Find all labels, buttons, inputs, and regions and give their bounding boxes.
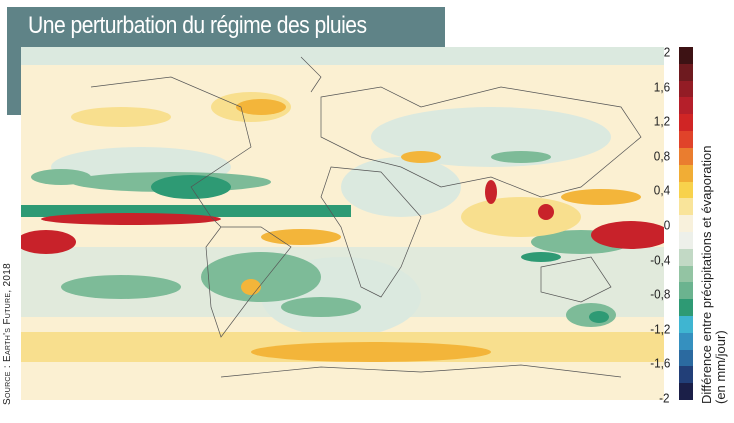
color-scale-step [679, 181, 693, 199]
color-scale-label-line1: Différence entre précipitations et évapo… [699, 145, 714, 404]
color-scale-step [679, 131, 693, 148]
color-scale-step [679, 332, 693, 350]
color-scale-tick: -1,2 [649, 321, 670, 337]
color-scale-tick: 1,6 [653, 79, 670, 95]
color-scale-step [679, 47, 693, 64]
color-scale-step [679, 282, 693, 300]
color-scale-step [679, 383, 693, 401]
source-credit: Source : Earth's Future, 2018 [2, 263, 13, 405]
title-banner [7, 7, 445, 47]
color-scale-step [679, 80, 693, 98]
color-scale-step [679, 231, 693, 249]
wet-strong-zones [21, 180, 664, 254]
color-scale-label: Différence entre précipitations et évapo… [699, 44, 728, 404]
color-scale-tick: 1,2 [653, 113, 670, 129]
color-scale-step [679, 63, 693, 81]
page-title: Une perturbation du régime des pluies [28, 12, 367, 39]
color-scale-step [679, 366, 693, 384]
color-scale-tick: 2 [663, 44, 670, 60]
color-scale-tick: -0,8 [649, 286, 670, 302]
color-scale-step [679, 299, 693, 316]
color-scale-step [679, 316, 693, 333]
color-scale-step [679, 164, 693, 182]
title-banner-edge [7, 47, 21, 115]
color-scale-tick: -1,6 [649, 355, 670, 371]
color-scale-step [679, 349, 693, 367]
color-scale-tick: -2 [659, 390, 670, 406]
color-scale-step [679, 97, 693, 115]
color-scale-step [679, 147, 693, 165]
wet-zones [236, 99, 641, 362]
color-scale-step [679, 265, 693, 283]
color-scale-tick: 0,4 [653, 182, 670, 198]
world-map [21, 47, 664, 400]
coastlines [90, 56, 642, 378]
color-scale-step [679, 198, 693, 216]
color-scale-bar [679, 47, 693, 401]
color-scale-tick: -0,4 [649, 252, 670, 268]
color-scale-tick: 0 [663, 217, 670, 233]
color-scale-tick: 0,8 [653, 148, 670, 164]
color-scale-label-line2: (en mm/jour) [713, 330, 728, 404]
color-scale-step [679, 215, 693, 232]
color-scale-step [679, 114, 693, 132]
color-scale-step [679, 248, 693, 266]
